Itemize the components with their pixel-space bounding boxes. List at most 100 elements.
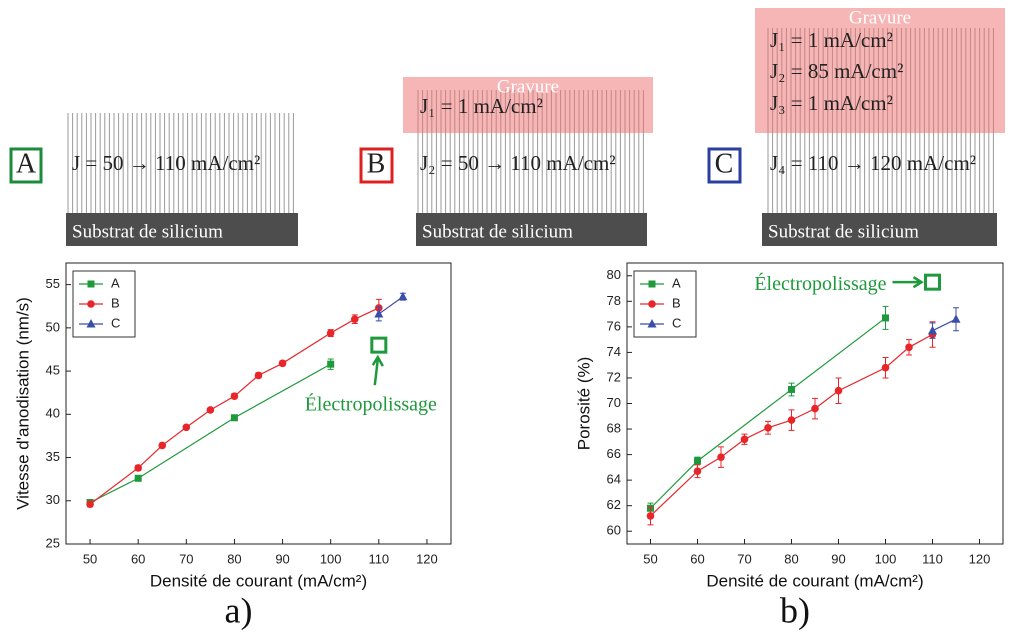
marker <box>693 467 702 475</box>
marker <box>811 404 819 413</box>
marker <box>86 500 94 509</box>
x-tick-label: 70 <box>179 551 193 566</box>
x-tick-label: 50 <box>83 551 97 566</box>
etch-title: Gravure <box>497 76 559 97</box>
marker <box>87 280 95 288</box>
marker <box>788 385 795 393</box>
substrate-label: Substrat de silicium <box>422 221 573 242</box>
panel-label: a) <box>225 590 253 630</box>
x-tick-label: 120 <box>416 551 438 566</box>
legend-label: A <box>672 275 681 290</box>
substrate <box>762 213 997 246</box>
marker <box>717 453 725 461</box>
y-tick-label: 25 <box>46 535 60 550</box>
y-tick-label: 30 <box>46 492 60 507</box>
marker <box>398 291 408 301</box>
marker <box>648 280 656 288</box>
layer-label: J₃ = 1 mA/cm² <box>770 91 893 115</box>
marker <box>182 423 191 432</box>
y-tick-label: 80 <box>607 267 621 282</box>
marker <box>374 309 384 318</box>
substrate <box>66 213 298 246</box>
y-tick-label: 45 <box>46 363 60 378</box>
legend-label: B <box>672 295 681 310</box>
y-tick-label: 55 <box>46 276 60 291</box>
marker <box>230 414 238 422</box>
x-tick-label: 100 <box>320 551 342 566</box>
x-tick-label: 60 <box>690 551 704 566</box>
y-tick-label: 78 <box>607 293 621 308</box>
y-tick-label: 62 <box>607 497 621 512</box>
annotation-label: Électropolissage <box>754 272 886 295</box>
substrate-label: Substrat de silicium <box>768 221 919 242</box>
label-box <box>9 147 43 184</box>
panel-label: A <box>16 148 37 179</box>
marker <box>326 329 335 337</box>
plot-frame <box>65 262 452 545</box>
marker <box>327 360 335 368</box>
y-tick-label: 68 <box>607 420 621 435</box>
annotation-marker <box>370 336 388 354</box>
layer-label: J₄ = 110 → 120 mA/cm² <box>770 151 976 175</box>
marker <box>647 319 657 328</box>
legend-box <box>72 270 136 338</box>
marker <box>87 300 95 308</box>
x-tick-label: 60 <box>131 551 145 566</box>
marker <box>254 371 263 380</box>
etch-zone <box>755 8 1005 133</box>
x-axis-title: Densité de courant (mA/cm²) <box>706 571 923 590</box>
annotation-label: Électropolissage <box>305 393 437 416</box>
substrate-label: Substrat de silicium <box>72 221 223 242</box>
marker <box>230 392 239 400</box>
marker <box>134 474 142 482</box>
y-axis-title: Vitesse d'anodisation (nm/s) <box>13 297 32 510</box>
y-tick-label: 70 <box>607 395 621 410</box>
marker <box>278 359 287 368</box>
legend-label: A <box>111 275 120 290</box>
marker <box>882 314 889 322</box>
marker <box>350 315 359 324</box>
layer-label: J₂ = 50 → 110 mA/cm² <box>420 151 616 175</box>
x-tick-label: 90 <box>275 551 289 566</box>
y-tick-label: 60 <box>607 523 621 538</box>
layer-label: J = 50 → 110 mA/cm² <box>72 151 260 175</box>
y-tick-label: 50 <box>46 319 60 334</box>
x-tick-label: 80 <box>227 551 241 566</box>
marker <box>951 314 961 323</box>
marker <box>86 319 96 328</box>
legend-label: C <box>672 315 681 330</box>
y-tick-label: 74 <box>607 344 621 359</box>
layer-label: J₂ = 85 mA/cm² <box>770 59 903 83</box>
x-tick-label: 110 <box>368 551 389 566</box>
legend-label: C <box>111 315 120 330</box>
y-tick-label: 66 <box>607 446 621 461</box>
x-tick-label: 90 <box>831 551 845 566</box>
x-tick-label: 80 <box>784 551 798 566</box>
layer-label: J₁ = 1 mA/cm² <box>420 94 543 118</box>
y-tick-label: 40 <box>46 406 60 421</box>
y-tick-label: 64 <box>607 472 621 487</box>
x-tick-label: 110 <box>922 551 943 566</box>
panel-label: C <box>715 148 734 179</box>
marker <box>740 435 749 444</box>
x-tick-label: 100 <box>875 551 897 566</box>
panel-label: B <box>367 148 386 179</box>
series-line <box>89 363 331 504</box>
marker <box>787 416 796 424</box>
annotation-marker <box>924 273 941 291</box>
marker <box>694 457 701 465</box>
y-tick-label: 35 <box>46 449 60 464</box>
marker <box>928 325 937 335</box>
label-box <box>707 147 742 184</box>
marker <box>648 300 656 308</box>
etch-title: Gravure <box>849 7 911 28</box>
label-box <box>359 147 394 184</box>
panel-label: b) <box>780 590 810 630</box>
x-tick-label: 120 <box>969 551 991 566</box>
annotation-arrow <box>892 276 924 289</box>
marker <box>881 363 890 372</box>
x-tick-label: 50 <box>643 551 657 566</box>
marker <box>134 464 142 472</box>
annotation-arrow <box>371 354 384 386</box>
